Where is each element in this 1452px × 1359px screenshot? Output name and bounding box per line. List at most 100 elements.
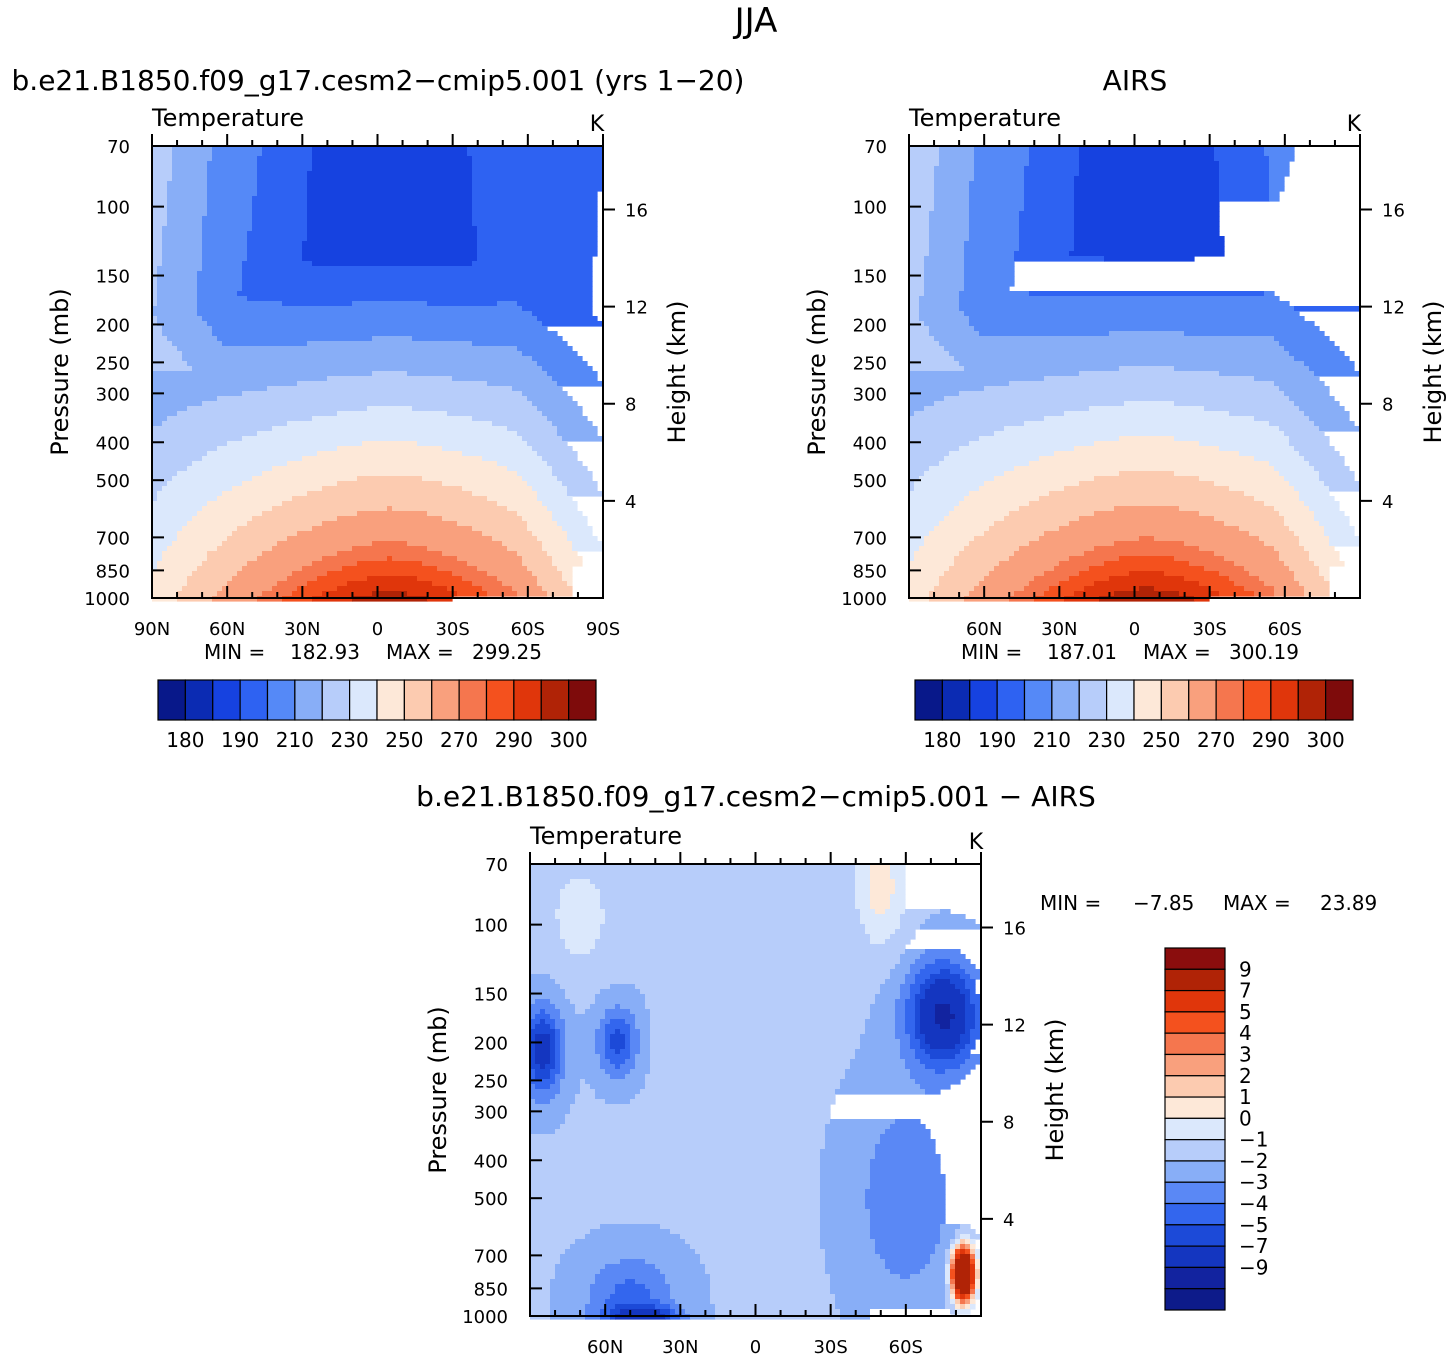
contour-cell [307,581,348,587]
contour-cell [979,436,1120,442]
colorbar-label: 270 [440,728,478,752]
contour-cell [1294,356,1350,362]
contour-cell [1074,211,1220,217]
contour-cell [550,1034,556,1040]
contour-cell [555,1034,561,1040]
contour-cell [964,546,1020,552]
colorbar-swatch [941,679,971,721]
contour-cell [929,226,970,232]
contour-cell [452,571,488,577]
contour-cell [914,481,985,487]
contour-cell [197,276,243,282]
contour-cell [157,566,198,572]
contour-cell [820,1189,866,1195]
contour-cell [535,1054,551,1060]
contour-cell [920,1024,941,1030]
contour-cell [595,994,646,1000]
contour-cell [1019,231,1075,237]
contour-cell [949,511,1010,517]
contour-cell [630,1034,641,1040]
contour-cell [965,1249,971,1255]
contour-cell [202,266,243,272]
contour-cell [182,351,523,357]
contour-cell [537,496,573,502]
panel-airs-ylabel: Pressure (mb) [803,288,831,455]
contour-cell [984,386,1280,392]
contour-cell [1059,581,1095,587]
contour-cell [477,246,598,252]
contour-cell [905,999,916,1005]
contour-cell [567,531,593,537]
contour-cell [909,256,925,262]
contour-cell [1319,426,1360,432]
contour-cell [860,909,876,915]
contour-cell [855,884,871,890]
contour-cell [1294,571,1320,577]
contour-cell [610,1034,626,1040]
contour-cell [890,934,916,940]
contour-cell [950,969,966,975]
contour-cell [1019,506,1115,512]
contour-cell [870,1179,946,1185]
contour-cell [257,166,313,172]
contour-cell [575,1239,686,1245]
contour-cell [910,1274,946,1280]
contour-cell [530,1259,561,1265]
contour-cell [900,1274,911,1280]
contour-cell [182,356,533,362]
contour-cell [257,186,308,192]
contour-cell [934,176,975,182]
contour-cell [550,1074,556,1080]
pressure-tick-label: 700 [474,1246,508,1267]
contour-cell [610,1039,626,1045]
contour-cell [352,301,428,307]
contour-cell [939,156,975,162]
contour-cell [152,166,173,172]
contour-cell [1104,561,1190,567]
contour-cell [600,1024,606,1030]
contour-cell [530,1194,821,1200]
contour-cell [167,181,208,187]
contour-cell [964,246,1020,252]
contour-cell [322,521,458,527]
contour-cell [362,441,418,447]
contour-cell [560,894,601,900]
contour-cell [1029,146,1080,152]
contour-cell [909,571,945,577]
contour-cell [969,491,1050,497]
contour-cell [162,241,203,247]
height-tick-label: 16 [625,200,648,221]
contour-cell [530,984,561,990]
contour-cell [1114,591,1180,597]
contour-cell [152,376,328,382]
contour-cell [287,461,498,467]
contour-cell [530,874,856,880]
contour-cell [600,934,871,940]
contour-cell [650,1294,671,1300]
contour-cell [1219,186,1270,192]
panel-airs-contours [909,146,1360,602]
contour-cell [152,196,168,202]
contour-cell [1219,571,1250,577]
contour-cell [1024,421,1270,427]
contour-cell [477,236,598,242]
contour-cell [537,536,568,542]
contour-cell [167,191,208,197]
contour-cell [152,511,198,517]
contour-cell [895,999,906,1005]
contour-cell [820,1224,871,1230]
contour-cell [530,1154,821,1160]
contour-cell [535,999,551,1005]
contour-cell [167,481,243,487]
contour-cell [322,556,388,562]
contour-cell [965,999,971,1005]
contour-cell [530,909,556,915]
contour-cell [530,1119,566,1125]
contour-cell [447,586,483,592]
contour-cell [600,904,856,910]
contour-cell [547,416,588,422]
contour-cell [530,969,891,975]
contour-cell [910,984,921,990]
contour-cell [417,576,463,582]
contour-cell [1154,586,1210,592]
